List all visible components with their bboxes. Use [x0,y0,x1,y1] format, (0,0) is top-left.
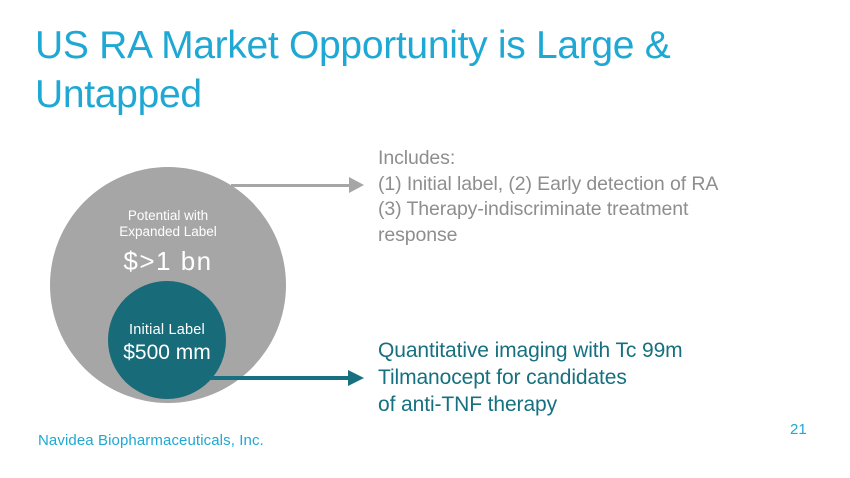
includes-line: response [378,223,458,246]
slide-title-line1: US RA Market Opportunity is Large & [35,24,671,67]
inner-circle-label: Initial Label [129,321,205,338]
inner-circle-value: $500 mm [123,340,211,364]
includes-line: (3) Therapy-indiscriminate treatment [378,198,689,220]
page-number: 21 [790,421,807,438]
quantitative-line: Tilmanocept for candidates [378,366,627,389]
includes-annotation: Includes: (1) Initial label, (2) Early d… [378,146,798,248]
outer-circle-label-line1: Potential with [127,208,209,223]
outer-circle-text: Potential with Expanded Label $>1 bn [50,208,286,276]
teal-arrow-line [209,376,349,380]
outer-circle-label-line2: Expanded Label [119,223,217,239]
gray-arrow-head-icon [349,177,364,193]
includes-line: Includes: [378,147,456,169]
inner-circle-initial-label: Initial Label $500 mm [108,281,226,399]
quantitative-line: of anti-TNF therapy [378,393,557,416]
quantitative-line: Quantitative imaging with Tc 99m [378,339,683,362]
footer-company-name: Navidea Biopharmaceuticals, Inc. [38,432,264,449]
outer-circle-value: $>1 bn [123,246,213,276]
gray-arrow-line [231,184,350,187]
quantitative-annotation: Quantitative imaging with Tc 99m Tilmano… [378,337,798,418]
slide-title-line2: Untapped [35,73,202,116]
outer-circle-label: Potential with Expanded Label [50,208,286,239]
includes-line: (1) Initial label, (2) Early detection o… [378,172,719,195]
teal-arrow-head-icon [348,370,364,386]
slide-title: US RA Market Opportunity is Large & Untap… [35,21,735,119]
